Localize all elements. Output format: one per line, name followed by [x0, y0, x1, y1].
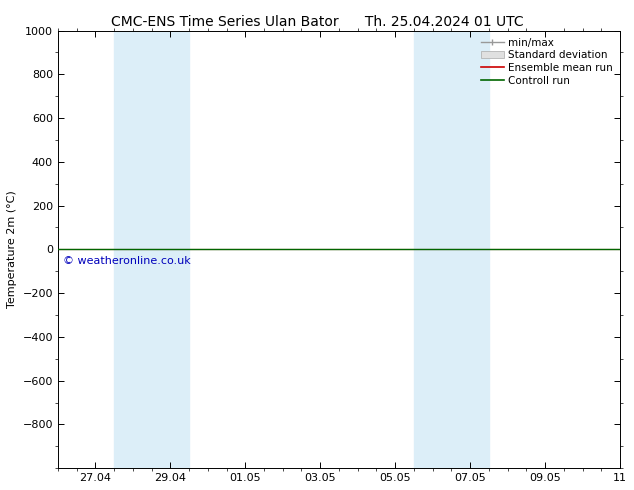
Bar [414, 30, 489, 468]
Legend: min/max, Standard deviation, Ensemble mean run, Controll run: min/max, Standard deviation, Ensemble me… [479, 36, 615, 88]
Text: © weatheronline.co.uk: © weatheronline.co.uk [63, 256, 191, 266]
Y-axis label: Temperature 2m (°C): Temperature 2m (°C) [7, 191, 17, 308]
Text: CMC-ENS Time Series Ulan Bator      Th. 25.04.2024 01 UTC: CMC-ENS Time Series Ulan Bator Th. 25.04… [111, 15, 523, 29]
Bar [114, 30, 189, 468]
